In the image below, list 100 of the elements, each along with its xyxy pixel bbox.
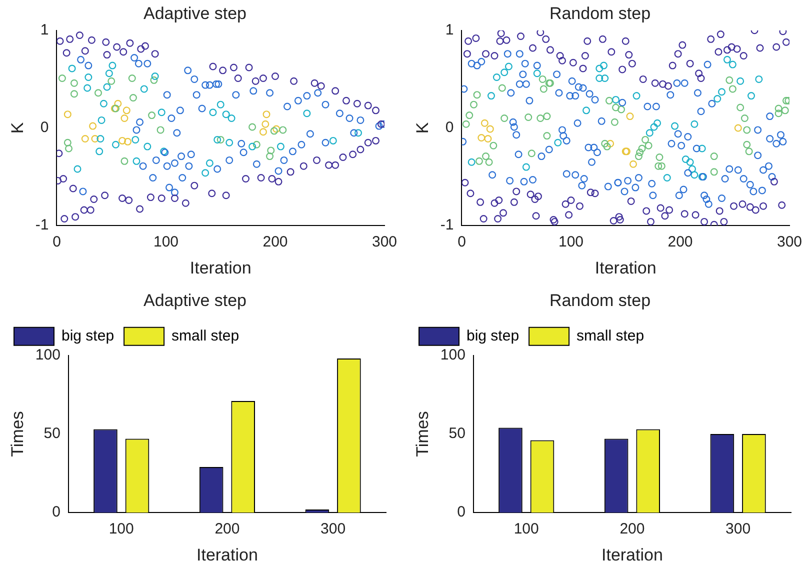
point <box>658 162 666 170</box>
point <box>522 163 530 171</box>
point <box>485 158 493 166</box>
point <box>270 127 278 135</box>
point <box>280 156 288 164</box>
point <box>538 75 546 83</box>
point <box>582 106 590 114</box>
point <box>736 77 744 85</box>
point <box>690 171 698 179</box>
point <box>288 148 296 156</box>
point <box>486 125 494 133</box>
point <box>114 100 122 108</box>
y-tick-label: 1 <box>445 22 454 39</box>
point <box>58 74 66 82</box>
x-tick-label: 100 <box>514 520 539 538</box>
point <box>634 152 642 160</box>
point <box>329 136 337 144</box>
x-tick-label: 300 <box>776 234 802 251</box>
point <box>650 123 658 131</box>
point <box>94 89 102 97</box>
y-tick-label: 0 <box>457 504 466 521</box>
point <box>605 96 613 104</box>
point <box>601 74 609 82</box>
point <box>228 114 236 122</box>
point <box>740 114 748 122</box>
point <box>178 152 186 160</box>
x-axis-title: Iteration <box>601 545 663 564</box>
point <box>120 114 128 122</box>
point <box>642 136 650 144</box>
point <box>298 140 306 148</box>
point <box>274 167 282 175</box>
point <box>644 142 652 150</box>
y-tick-label: 100 <box>35 346 60 364</box>
point <box>206 159 214 167</box>
point <box>306 130 314 138</box>
x-tick-label: 200 <box>620 520 645 538</box>
point <box>710 168 718 176</box>
point <box>468 158 476 166</box>
point <box>480 119 488 127</box>
point <box>214 165 222 173</box>
point <box>226 138 234 146</box>
point <box>185 162 193 170</box>
point <box>134 60 142 68</box>
point <box>100 100 108 108</box>
point <box>743 140 751 148</box>
point <box>214 80 222 88</box>
point <box>212 80 220 88</box>
y-tick-label: 0 <box>52 504 60 521</box>
point <box>266 152 274 160</box>
x-axis-title: Iteration <box>196 545 258 564</box>
x-tick-label: 200 <box>668 234 693 251</box>
y-tick-label: 100 <box>440 346 466 364</box>
point <box>144 60 152 68</box>
point <box>187 150 195 158</box>
point <box>484 134 492 142</box>
point <box>190 75 198 83</box>
point <box>734 124 742 132</box>
point <box>272 125 280 133</box>
point <box>610 118 618 126</box>
point <box>266 89 274 97</box>
point <box>350 129 358 137</box>
point <box>554 138 562 146</box>
point <box>158 108 166 116</box>
point <box>128 74 136 82</box>
point <box>120 157 128 165</box>
point <box>74 165 82 173</box>
point <box>543 112 551 120</box>
y-axis-title: Times <box>412 411 432 457</box>
legend-label: small step <box>172 328 240 345</box>
point <box>70 90 78 98</box>
point <box>322 100 330 108</box>
point <box>64 138 72 146</box>
chart-title: Random step <box>549 4 651 23</box>
point <box>70 79 78 87</box>
point <box>322 138 330 146</box>
point <box>108 77 116 85</box>
point <box>612 104 620 112</box>
point <box>118 136 126 144</box>
point <box>91 134 99 142</box>
point <box>603 142 611 150</box>
point <box>173 129 181 137</box>
point <box>314 89 322 97</box>
point <box>79 188 87 196</box>
point <box>222 110 230 118</box>
point <box>632 92 640 100</box>
point <box>232 91 240 99</box>
point <box>346 114 354 122</box>
chart-title: Random step <box>549 290 651 310</box>
point <box>524 114 532 122</box>
point <box>202 81 210 89</box>
point <box>132 157 140 165</box>
x-axis-title: Iteration <box>594 258 656 278</box>
point <box>259 128 267 136</box>
point <box>466 112 474 120</box>
point <box>748 92 755 100</box>
point <box>718 88 726 96</box>
point <box>482 152 490 160</box>
point <box>356 116 364 124</box>
point <box>710 152 718 160</box>
chart-title: Adaptive step <box>143 4 247 23</box>
